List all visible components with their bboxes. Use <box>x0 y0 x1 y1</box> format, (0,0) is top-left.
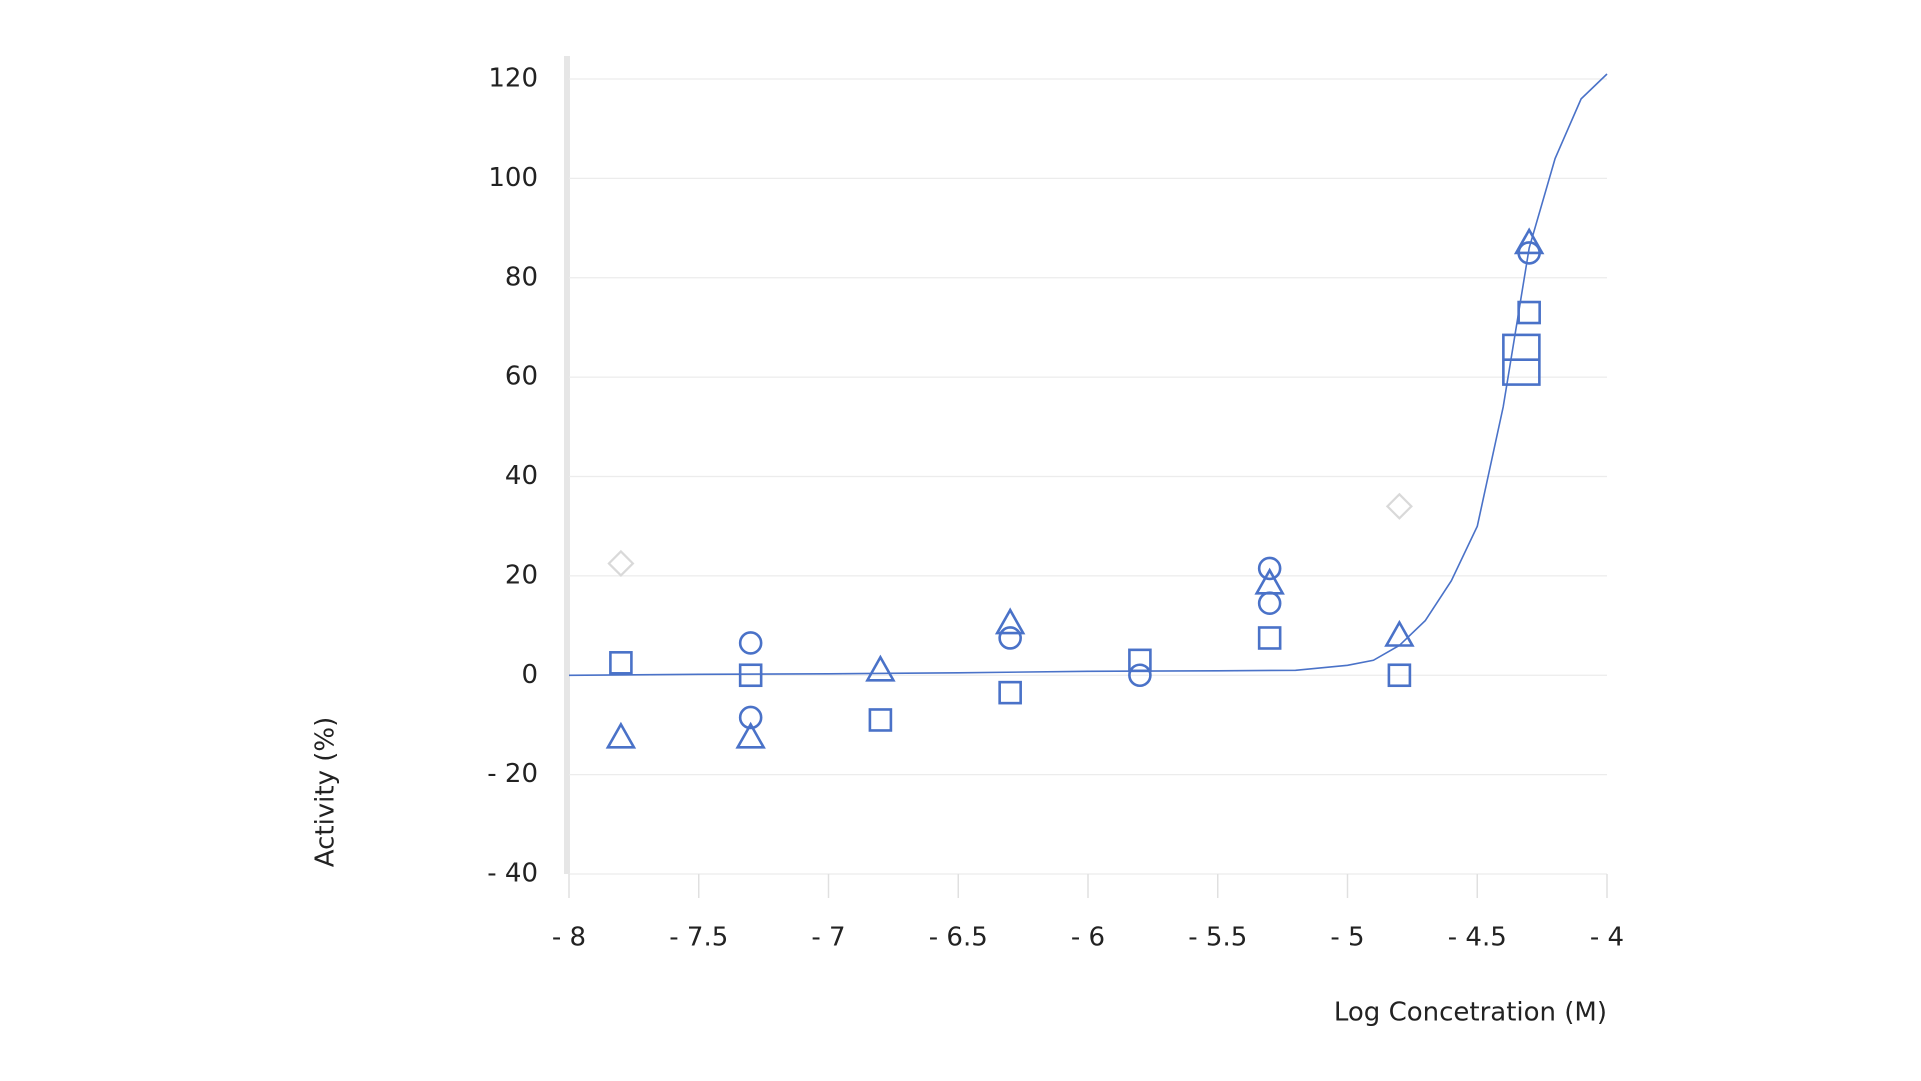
circle-point <box>738 631 763 655</box>
circle-point <box>998 626 1022 650</box>
y-tick-label: 120 <box>488 64 538 94</box>
triangle-point <box>1513 227 1545 255</box>
x-tick-label: - 7 <box>811 923 845 953</box>
y-tick-label: - 20 <box>487 759 538 789</box>
square-point <box>738 663 763 688</box>
y-tick-label: 60 <box>505 362 538 392</box>
triangle-point <box>735 721 766 749</box>
y-tick-label: - 40 <box>487 859 538 889</box>
y-tick-label: 40 <box>505 461 538 491</box>
y-axis-title: Activity (%) <box>311 717 341 868</box>
square-point <box>998 680 1022 705</box>
triangle-point <box>605 721 637 749</box>
circle-point <box>738 705 763 730</box>
fit-curve <box>568 73 1608 677</box>
triangle-point <box>865 654 896 682</box>
y-tick-label: 80 <box>505 262 538 292</box>
x-tick-label: - 7.5 <box>669 923 728 953</box>
diamond-point <box>1385 492 1413 520</box>
square-point <box>1257 626 1282 650</box>
square-point <box>868 708 893 732</box>
circle-point <box>1257 591 1282 616</box>
circle-point <box>1128 663 1152 688</box>
square-point <box>1517 300 1541 325</box>
square-point <box>609 651 633 675</box>
circle-point <box>1257 556 1282 581</box>
square-point <box>1387 663 1412 688</box>
square-point <box>1128 648 1152 673</box>
triangle-point <box>1254 567 1285 595</box>
diamond-point <box>607 549 635 578</box>
x-tick-label: - 6 <box>1071 923 1105 953</box>
triangle-point <box>1384 619 1415 647</box>
x-tick-label: - 4 <box>1590 923 1624 953</box>
x-tick-label: - 5 <box>1330 923 1364 953</box>
x-tick-label: - 8 <box>552 923 586 953</box>
y-tick-label: 100 <box>488 163 538 193</box>
y-tick-label: 0 <box>521 660 538 690</box>
x-axis-title: Log Concetration (M) <box>1334 998 1607 1028</box>
x-tick-label: - 6.5 <box>929 923 988 953</box>
triangle-point <box>994 607 1026 635</box>
y-tick-label: 20 <box>505 560 538 590</box>
x-tick-label: - 5.5 <box>1188 923 1247 953</box>
x-tick-label: - 4.5 <box>1448 923 1507 953</box>
